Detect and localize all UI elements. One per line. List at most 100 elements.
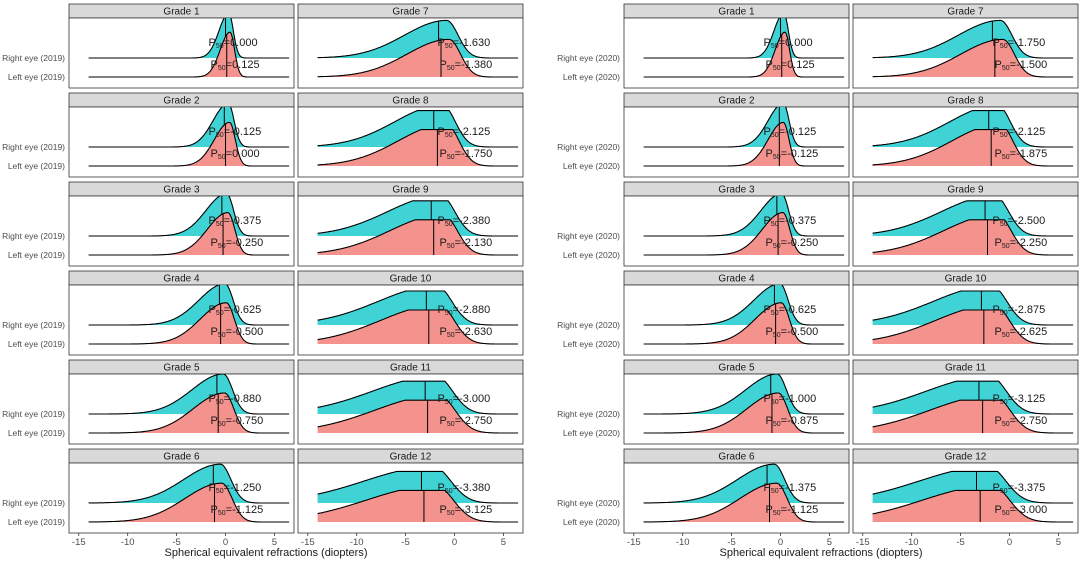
figure-2019: Grade 1 P50=0.000 P50=0.125 Right eye (2019…	[2, 3, 524, 559]
panel-plot-area	[317, 110, 519, 167]
left-eye-p50-label: P50=-0.500	[211, 326, 264, 339]
panel-grade-title: Grade 3	[163, 185, 200, 196]
panel-body-frame	[623, 17, 850, 89]
right-eye-ridge-outline	[872, 110, 1074, 148]
left-eye-ridge-outline	[317, 489, 519, 523]
left-eye-ridge-outline	[317, 309, 519, 345]
x-tick-label: 0	[223, 537, 228, 548]
panel-2019-grade-11: Grade 11 P50=-3.000 P50=-2.750	[297, 359, 524, 445]
left-eye-row-label: Left eye (2019)	[8, 517, 65, 527]
right-eye-ridge-fill	[872, 200, 1074, 236]
right-eye-ridge-fill	[643, 374, 845, 414]
right-eye-ridge-outline	[643, 285, 845, 326]
panel-grade-title: Grade 6	[163, 452, 200, 463]
left-eye-ridge-fill	[872, 129, 1074, 166]
left-eye-ridge-fill	[317, 219, 519, 255]
panel-grade-title: Grade 2	[718, 96, 755, 107]
x-tick-label: -5	[727, 537, 735, 548]
panel-grade-title: Grade 5	[718, 363, 755, 374]
panel-plot-area	[317, 290, 519, 345]
panel-plot-area	[317, 19, 519, 78]
right-eye-p50-label: P50=-1.630	[438, 37, 491, 50]
left-eye-ridge-outline	[88, 392, 290, 434]
left-eye-ridge-fill	[872, 310, 1074, 344]
panel-2020-grade-10: Grade 10 P50=-2.875 P50=-2.625	[852, 270, 1079, 356]
panel-grade-title: Grade 3	[718, 185, 755, 196]
right-eye-row-label: Right eye (2020)	[557, 53, 620, 63]
left-eye-ridge-outline	[643, 392, 845, 434]
right-eye-p50-label: P50=-1.000	[764, 393, 817, 406]
left-eye-p50-label: P50=-0.125	[766, 148, 819, 161]
x-axis-title: Spherical equivalent refractions (diopte…	[720, 547, 923, 559]
panel-grade-title: Grade 8	[947, 96, 984, 107]
right-eye-p50-label: P50=-3.000	[438, 393, 491, 406]
left-eye-ridge-outline	[872, 38, 1074, 78]
left-eye-ridge-outline	[872, 309, 1074, 345]
right-eye-row-label: Right eye (2020)	[557, 498, 620, 508]
right-eye-p50-label: P50=-1.750	[993, 37, 1046, 50]
right-eye-ridge-fill	[317, 200, 519, 236]
panel-2020-grade-5: Grade 5 P50=-1.000 P50=-0.875 Right eye (20…	[557, 359, 850, 445]
left-eye-ridge-fill	[317, 400, 519, 433]
left-eye-ridge-outline	[88, 31, 290, 78]
right-eye-ridge-outline	[88, 196, 290, 237]
x-tick-label: 5	[501, 537, 506, 548]
left-eye-row-label: Left eye (2020)	[563, 517, 620, 527]
x-tick-label: -5	[172, 537, 180, 548]
panel-grade-title: Grade 11	[390, 363, 431, 374]
left-eye-p50-label: P50=0.000	[211, 148, 260, 161]
right-eye-row-label: Right eye (2020)	[557, 320, 620, 330]
panel-grade-title: Grade 8	[392, 96, 429, 107]
right-eye-p50-label: P50=-2.380	[438, 215, 491, 228]
left-eye-row-label: Left eye (2020)	[563, 339, 620, 349]
x-tick-label: 0	[1007, 537, 1012, 548]
left-eye-ridge-outline	[872, 489, 1074, 523]
right-eye-row-label: Right eye (2020)	[557, 231, 620, 241]
panel-grade-title: Grade 10	[945, 274, 987, 285]
left-eye-ridge-fill	[872, 490, 1074, 522]
left-eye-row-label: Left eye (2020)	[563, 428, 620, 438]
panel-2019-grade-2: Grade 2 P50=-0.125 P50=0.000 Right eye (201…	[2, 92, 295, 178]
left-eye-p50-label: P50=-1.750	[440, 148, 493, 161]
panel-2019-grade-9: Grade 9 P50=-2.380 P50=-2.130	[297, 181, 524, 267]
left-eye-ridge-fill	[643, 393, 845, 433]
panel-plot-area	[643, 107, 845, 167]
panel-2019-grade-8: Grade 8 P50=-2.125 P50=-1.750	[297, 92, 524, 178]
left-eye-p50-label: P50=-1.125	[211, 504, 264, 517]
figure-2020: Grade 1 P50=0.000 P50=0.125 Right eye (2020…	[557, 3, 1079, 559]
panel-plot-area	[643, 18, 845, 78]
x-tick-label: -15	[627, 537, 641, 548]
panel-2020-grade-9: Grade 9 P50=-2.500 P50=-2.250	[852, 181, 1079, 267]
right-eye-ridge-outline	[317, 470, 519, 504]
right-eye-ridge-outline	[317, 19, 519, 59]
right-eye-p50-label: P50=-0.375	[209, 215, 262, 228]
right-eye-ridge-outline	[643, 18, 845, 59]
right-eye-ridge-outline	[643, 107, 845, 148]
panel-plot-area	[872, 110, 1074, 167]
left-eye-row-label: Left eye (2019)	[8, 339, 65, 349]
panel-grade-title: Grade 6	[718, 452, 755, 463]
x-tick-label: 5	[1056, 537, 1061, 548]
panel-plot-area	[872, 19, 1074, 78]
right-eye-p50-label: P50=-2.125	[438, 126, 491, 139]
left-eye-row-label: Left eye (2019)	[8, 250, 65, 260]
left-eye-ridge-outline	[872, 399, 1074, 434]
left-eye-ridge-fill	[88, 302, 290, 344]
panel-plot-area	[317, 470, 519, 523]
x-tick-label: -10	[905, 537, 919, 548]
left-eye-p50-label: P50=-2.750	[440, 415, 493, 428]
panel-grade-title: Grade 9	[392, 185, 429, 196]
right-eye-ridge-fill	[88, 285, 290, 325]
left-eye-ridge-outline	[643, 212, 845, 256]
right-eye-ridge-outline	[88, 285, 290, 326]
left-eye-ridge-fill	[88, 393, 290, 433]
panel-plot-area	[317, 200, 519, 256]
left-eye-ridge-outline	[643, 302, 845, 345]
panel-2019-grade-5: Grade 5 P50=-0.880 P50=-0.750 Right eye (20…	[2, 359, 295, 445]
panel-2019-grade-7: Grade 7 P50=-1.630 P50=-1.380	[297, 3, 524, 89]
left-eye-ridge-outline	[643, 121, 845, 167]
left-eye-ridge-outline	[643, 482, 845, 523]
panel-2019-grade-10: Grade 10 P50=-2.880 P50=-2.630	[297, 270, 524, 356]
